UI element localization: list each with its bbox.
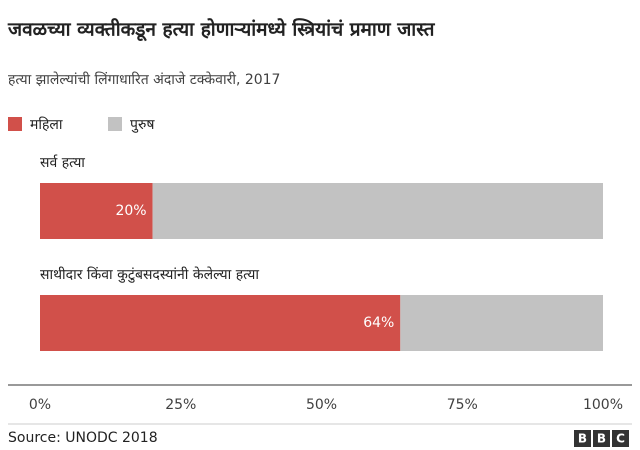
logo-box bbox=[612, 430, 629, 447]
category-label: सर्व हत्या bbox=[40, 154, 85, 171]
chart-title: जवळच्या व्यक्तीकडून हत्या होणाऱ्यांमध्ये… bbox=[7, 18, 436, 42]
x-tick-label: 50% bbox=[306, 397, 337, 413]
logo-letter: C bbox=[616, 432, 625, 446]
data-label: 64% bbox=[363, 315, 394, 331]
bar-segment bbox=[400, 295, 603, 351]
bar-segment bbox=[152, 183, 603, 239]
legend-label: महिला bbox=[30, 116, 63, 133]
x-tick-label: 100% bbox=[583, 397, 623, 413]
legend-swatch bbox=[8, 117, 22, 131]
data-label: 20% bbox=[115, 203, 146, 219]
logo-letter: B bbox=[578, 432, 587, 446]
source: Source: UNODC 2018 bbox=[8, 430, 158, 446]
bar-segment bbox=[40, 295, 401, 351]
logo-letter: B bbox=[597, 432, 606, 446]
legend-swatch bbox=[108, 117, 122, 131]
logo-box bbox=[593, 430, 610, 447]
bar-segment bbox=[40, 183, 153, 239]
category-label: साथीदार किंवा कुटुंबसदस्यांनी केलेल्या ह… bbox=[40, 266, 259, 283]
x-tick-label: 25% bbox=[165, 397, 196, 413]
logo-box bbox=[574, 430, 591, 447]
chart-subtitle: हत्या झालेल्यांची लिंगाधारित अंदाजे टक्क… bbox=[8, 71, 280, 88]
legend-label: पुरुष bbox=[130, 117, 155, 133]
x-tick-label: 75% bbox=[447, 397, 478, 413]
x-tick-label: 0% bbox=[29, 397, 51, 413]
